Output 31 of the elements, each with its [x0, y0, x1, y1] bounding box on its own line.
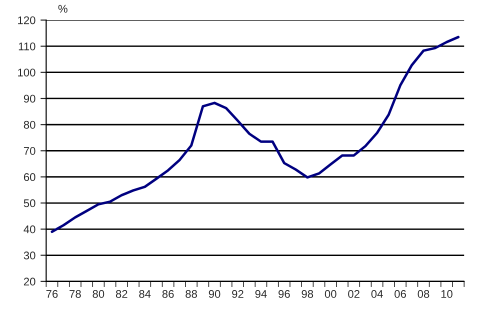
- y-tick-label: 60: [24, 173, 36, 182]
- y-tick-label: 100: [18, 68, 36, 76]
- x-tick-label: 88: [186, 290, 197, 298]
- x-tick-label: 80: [92, 290, 104, 298]
- x-tick-label: 90: [208, 290, 220, 298]
- y-tick-label: 20: [24, 278, 36, 286]
- x-tick-label: 84: [139, 290, 151, 298]
- y-tick-label: 90: [24, 94, 36, 103]
- x-tick-label: 82: [116, 290, 128, 298]
- x-tick-label: 86: [162, 290, 174, 298]
- x-tick-label: 04: [371, 290, 383, 298]
- y-tick-label: 110: [18, 42, 36, 50]
- x-tick-label: 08: [418, 290, 430, 298]
- y-axis-title: %: [58, 4, 68, 13]
- x-tick-label: 78: [70, 290, 81, 298]
- x-tick-label: 10: [441, 290, 452, 298]
- x-tick-label: 92: [232, 290, 244, 298]
- y-tick-label: 40: [24, 225, 36, 234]
- y-tick-label: 30: [24, 252, 36, 260]
- y-tick-label: 50: [24, 199, 36, 208]
- y-tick-label: 120: [18, 16, 36, 24]
- x-tick-label: 94: [255, 290, 267, 298]
- y-tick-label: 70: [24, 147, 36, 155]
- x-tick-label: 02: [348, 290, 360, 298]
- line-series: [50, 36, 460, 234]
- x-tick-label: 98: [302, 290, 314, 298]
- y-tick-label: 80: [24, 120, 36, 129]
- x-tick-label: 76: [46, 290, 58, 298]
- x-tick-label: 00: [324, 290, 336, 298]
- x-tick-label: 96: [278, 290, 290, 298]
- x-tick-label: 06: [394, 290, 406, 298]
